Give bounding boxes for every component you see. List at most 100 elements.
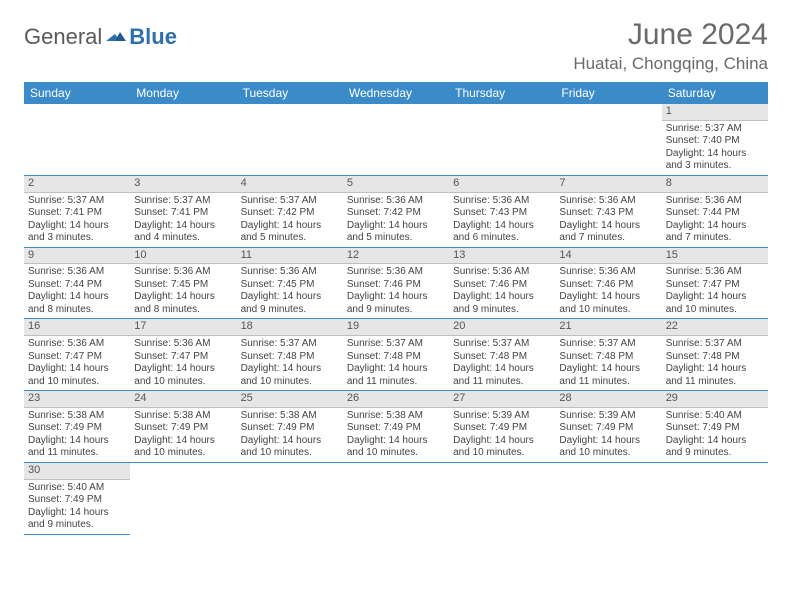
daylight-text: Daylight: 14 hours and 10 minutes. (347, 435, 445, 460)
sunrise-text: Sunrise: 5:37 AM (559, 338, 657, 351)
sunrise-text: Sunrise: 5:36 AM (559, 266, 657, 279)
calendar-cell: 9Sunrise: 5:36 AMSunset: 7:44 PMDaylight… (24, 247, 130, 319)
sunrise-text: Sunrise: 5:38 AM (28, 410, 126, 423)
calendar-cell: 24Sunrise: 5:38 AMSunset: 7:49 PMDayligh… (130, 391, 236, 463)
day-details: Sunrise: 5:36 AMSunset: 7:45 PMDaylight:… (130, 264, 236, 318)
sunrise-text: Sunrise: 5:37 AM (453, 338, 551, 351)
sunrise-text: Sunrise: 5:39 AM (453, 410, 551, 423)
day-number: 6 (449, 176, 555, 193)
sunrise-text: Sunrise: 5:37 AM (241, 195, 339, 208)
sunrise-text: Sunrise: 5:37 AM (666, 123, 764, 136)
day-header: Friday (555, 82, 661, 104)
calendar-cell: 29Sunrise: 5:40 AMSunset: 7:49 PMDayligh… (662, 391, 768, 463)
daylight-text: Daylight: 14 hours and 8 minutes. (134, 291, 232, 316)
day-number: 13 (449, 248, 555, 265)
calendar-cell: 28Sunrise: 5:39 AMSunset: 7:49 PMDayligh… (555, 391, 661, 463)
sunset-text: Sunset: 7:49 PM (666, 422, 764, 435)
sunrise-text: Sunrise: 5:37 AM (134, 195, 232, 208)
sunset-text: Sunset: 7:42 PM (241, 207, 339, 220)
day-number: 28 (555, 391, 661, 408)
day-number: 23 (24, 391, 130, 408)
day-details: Sunrise: 5:36 AMSunset: 7:43 PMDaylight:… (449, 193, 555, 247)
day-details: Sunrise: 5:37 AMSunset: 7:48 PMDaylight:… (662, 336, 768, 390)
daylight-text: Daylight: 14 hours and 11 minutes. (347, 363, 445, 388)
location-label: Huatai, Chongqing, China (573, 54, 768, 74)
daylight-text: Daylight: 14 hours and 10 minutes. (666, 291, 764, 316)
daylight-text: Daylight: 14 hours and 9 minutes. (347, 291, 445, 316)
calendar-week-row: 16Sunrise: 5:36 AMSunset: 7:47 PMDayligh… (24, 319, 768, 391)
day-number: 14 (555, 248, 661, 265)
sunset-text: Sunset: 7:46 PM (559, 279, 657, 292)
calendar-cell: 18Sunrise: 5:37 AMSunset: 7:48 PMDayligh… (237, 319, 343, 391)
calendar-week-row: 30Sunrise: 5:40 AMSunset: 7:49 PMDayligh… (24, 462, 768, 534)
calendar-cell: 19Sunrise: 5:37 AMSunset: 7:48 PMDayligh… (343, 319, 449, 391)
day-number: 8 (662, 176, 768, 193)
sunset-text: Sunset: 7:48 PM (347, 351, 445, 364)
sunset-text: Sunset: 7:41 PM (134, 207, 232, 220)
day-header: Wednesday (343, 82, 449, 104)
day-details: Sunrise: 5:36 AMSunset: 7:46 PMDaylight:… (555, 264, 661, 318)
sunrise-text: Sunrise: 5:40 AM (666, 410, 764, 423)
day-number: 9 (24, 248, 130, 265)
daylight-text: Daylight: 14 hours and 10 minutes. (453, 435, 551, 460)
daylight-text: Daylight: 14 hours and 3 minutes. (666, 148, 764, 173)
day-number: 27 (449, 391, 555, 408)
sunset-text: Sunset: 7:48 PM (241, 351, 339, 364)
daylight-text: Daylight: 14 hours and 3 minutes. (28, 220, 126, 245)
calendar-cell (237, 104, 343, 175)
daylight-text: Daylight: 14 hours and 6 minutes. (453, 220, 551, 245)
calendar-cell: 11Sunrise: 5:36 AMSunset: 7:45 PMDayligh… (237, 247, 343, 319)
day-details: Sunrise: 5:40 AMSunset: 7:49 PMDaylight:… (24, 480, 130, 534)
daylight-text: Daylight: 14 hours and 5 minutes. (241, 220, 339, 245)
sunset-text: Sunset: 7:47 PM (666, 279, 764, 292)
sunset-text: Sunset: 7:47 PM (134, 351, 232, 364)
calendar-cell: 21Sunrise: 5:37 AMSunset: 7:48 PMDayligh… (555, 319, 661, 391)
calendar-cell: 22Sunrise: 5:37 AMSunset: 7:48 PMDayligh… (662, 319, 768, 391)
daylight-text: Daylight: 14 hours and 9 minutes. (28, 507, 126, 532)
sunset-text: Sunset: 7:48 PM (666, 351, 764, 364)
day-details: Sunrise: 5:37 AMSunset: 7:42 PMDaylight:… (237, 193, 343, 247)
day-details: Sunrise: 5:37 AMSunset: 7:41 PMDaylight:… (24, 193, 130, 247)
sunset-text: Sunset: 7:49 PM (347, 422, 445, 435)
day-number: 26 (343, 391, 449, 408)
sunrise-text: Sunrise: 5:39 AM (559, 410, 657, 423)
calendar-cell (130, 462, 236, 534)
day-number: 16 (24, 319, 130, 336)
daylight-text: Daylight: 14 hours and 4 minutes. (134, 220, 232, 245)
calendar-week-row: 23Sunrise: 5:38 AMSunset: 7:49 PMDayligh… (24, 391, 768, 463)
day-details: Sunrise: 5:37 AMSunset: 7:48 PMDaylight:… (449, 336, 555, 390)
day-details: Sunrise: 5:37 AMSunset: 7:41 PMDaylight:… (130, 193, 236, 247)
sunrise-text: Sunrise: 5:36 AM (666, 195, 764, 208)
day-details: Sunrise: 5:38 AMSunset: 7:49 PMDaylight:… (237, 408, 343, 462)
sunrise-text: Sunrise: 5:36 AM (347, 195, 445, 208)
sunset-text: Sunset: 7:49 PM (453, 422, 551, 435)
calendar-cell (343, 462, 449, 534)
day-details: Sunrise: 5:36 AMSunset: 7:46 PMDaylight:… (449, 264, 555, 318)
sunset-text: Sunset: 7:49 PM (28, 422, 126, 435)
calendar-cell: 10Sunrise: 5:36 AMSunset: 7:45 PMDayligh… (130, 247, 236, 319)
calendar-cell: 5Sunrise: 5:36 AMSunset: 7:42 PMDaylight… (343, 175, 449, 247)
calendar-cell: 15Sunrise: 5:36 AMSunset: 7:47 PMDayligh… (662, 247, 768, 319)
calendar-cell: 16Sunrise: 5:36 AMSunset: 7:47 PMDayligh… (24, 319, 130, 391)
title-block: June 2024 Huatai, Chongqing, China (573, 18, 768, 74)
day-details: Sunrise: 5:36 AMSunset: 7:44 PMDaylight:… (662, 193, 768, 247)
day-number: 24 (130, 391, 236, 408)
calendar-body: 1Sunrise: 5:37 AMSunset: 7:40 PMDaylight… (24, 104, 768, 534)
calendar-cell (662, 462, 768, 534)
daylight-text: Daylight: 14 hours and 9 minutes. (241, 291, 339, 316)
day-number: 22 (662, 319, 768, 336)
day-details: Sunrise: 5:36 AMSunset: 7:46 PMDaylight:… (343, 264, 449, 318)
sunrise-text: Sunrise: 5:36 AM (28, 338, 126, 351)
calendar-cell: 4Sunrise: 5:37 AMSunset: 7:42 PMDaylight… (237, 175, 343, 247)
calendar-cell: 7Sunrise: 5:36 AMSunset: 7:43 PMDaylight… (555, 175, 661, 247)
day-header: Tuesday (237, 82, 343, 104)
day-details: Sunrise: 5:37 AMSunset: 7:48 PMDaylight:… (343, 336, 449, 390)
calendar-cell (237, 462, 343, 534)
sunrise-text: Sunrise: 5:37 AM (666, 338, 764, 351)
day-details: Sunrise: 5:38 AMSunset: 7:49 PMDaylight:… (24, 408, 130, 462)
day-number: 3 (130, 176, 236, 193)
day-number: 1 (662, 104, 768, 121)
sunset-text: Sunset: 7:44 PM (28, 279, 126, 292)
logo-text-general: General (24, 24, 102, 50)
sunrise-text: Sunrise: 5:36 AM (134, 338, 232, 351)
